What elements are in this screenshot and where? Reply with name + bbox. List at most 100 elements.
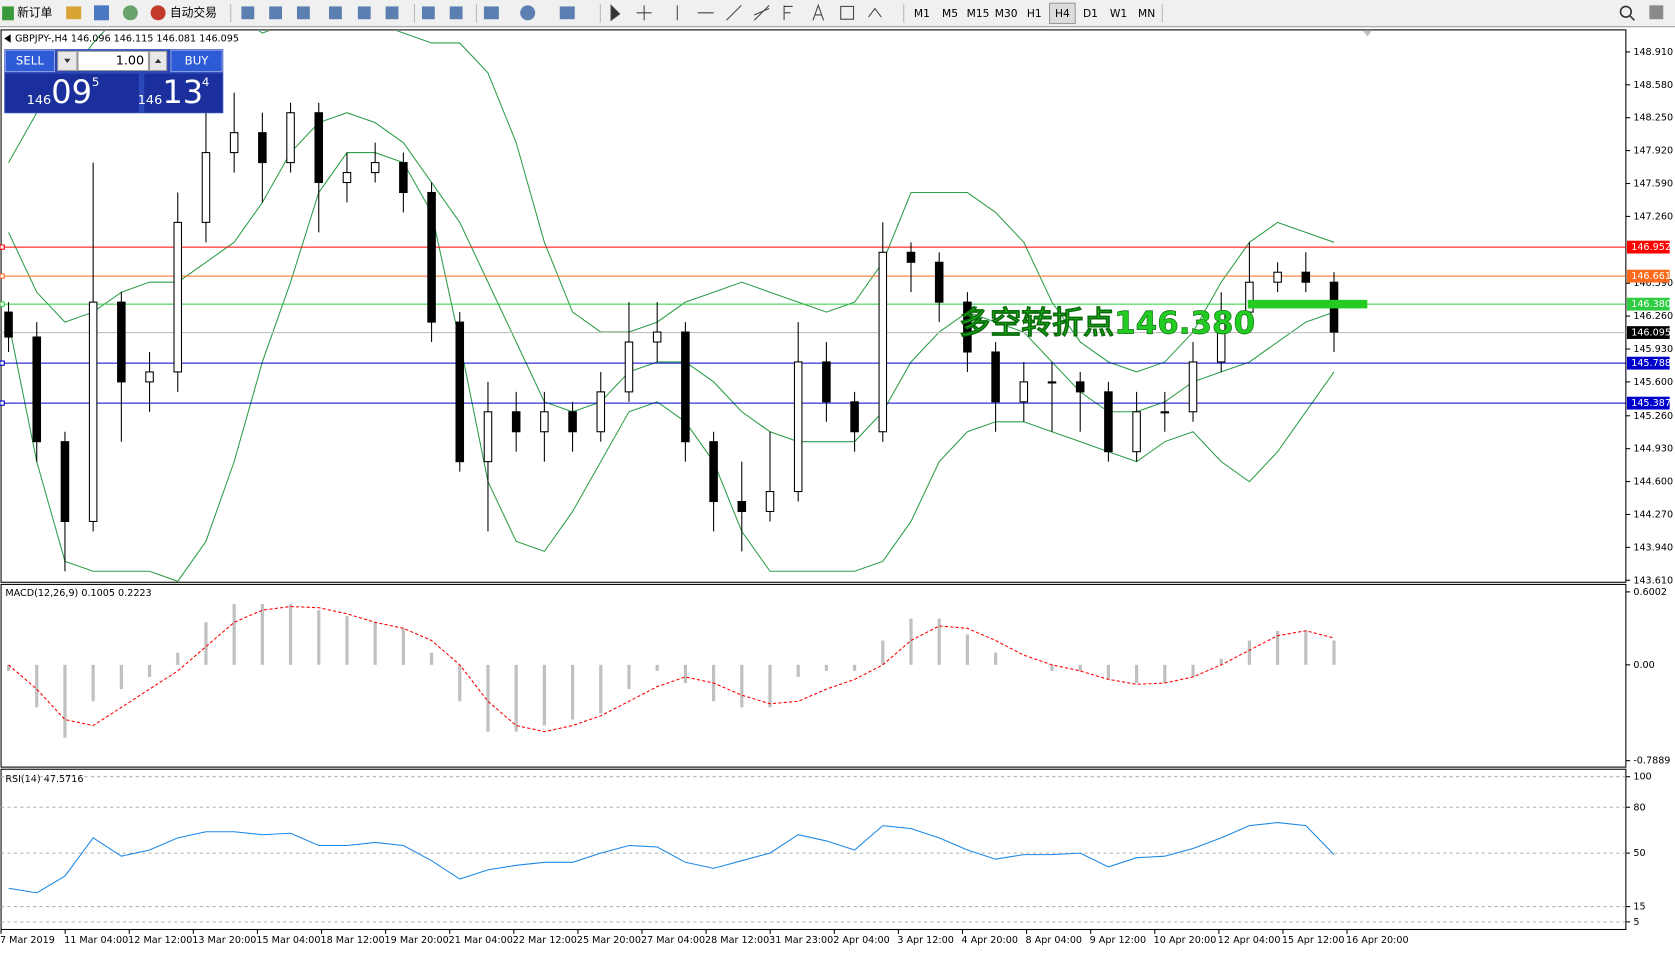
timeframe-button[interactable]: H1 bbox=[1027, 7, 1042, 20]
level-label-bg bbox=[1626, 240, 1670, 254]
bid-box[interactable] bbox=[5, 73, 139, 113]
timeframe-button[interactable]: D1 bbox=[1083, 7, 1098, 20]
macd-bar bbox=[881, 640, 885, 665]
sell-button[interactable] bbox=[4, 49, 56, 73]
candle-body bbox=[540, 411, 549, 433]
macd-bar bbox=[1135, 664, 1139, 684]
level-handle[interactable] bbox=[0, 244, 5, 250]
level-handle[interactable] bbox=[0, 400, 5, 406]
x-tick-label: 9 Apr 12:00 bbox=[1090, 935, 1147, 946]
level-label-bg bbox=[1626, 297, 1670, 311]
tool-icon[interactable] bbox=[269, 6, 283, 20]
bollinger-band bbox=[8, 152, 1335, 582]
new-order-icon[interactable] bbox=[2, 6, 14, 21]
timeframe-button[interactable]: M15 bbox=[967, 7, 990, 20]
tool-icon[interactable] bbox=[241, 6, 255, 20]
cursor-tool[interactable] bbox=[610, 4, 621, 22]
macd-bar bbox=[909, 618, 913, 665]
tool-icon[interactable] bbox=[296, 6, 310, 20]
y-tick-label: 80 bbox=[1633, 802, 1645, 813]
trendline-tool[interactable] bbox=[726, 4, 742, 21]
candle-body bbox=[709, 441, 718, 503]
price-pane bbox=[0, 29, 1627, 583]
auto-trading-icon[interactable] bbox=[150, 5, 166, 21]
macd-bar bbox=[937, 618, 941, 665]
text-tool[interactable] bbox=[812, 3, 825, 21]
tool-icon[interactable] bbox=[520, 5, 536, 21]
x-tick-label: 11 Mar 04:00 bbox=[64, 935, 128, 946]
level-handle[interactable] bbox=[0, 273, 5, 279]
channel-tool[interactable] bbox=[753, 4, 770, 21]
x-tick-label: 15 Apr 12:00 bbox=[1282, 935, 1345, 946]
tool-icon[interactable] bbox=[421, 6, 435, 20]
tool-icon[interactable] bbox=[329, 6, 342, 20]
x-tick-label: 27 Mar 04:00 bbox=[641, 935, 705, 946]
candle-body bbox=[596, 391, 606, 433]
search-icon[interactable] bbox=[1619, 5, 1633, 18]
tool-icon[interactable] bbox=[449, 6, 463, 20]
timeframe-button[interactable]: MN bbox=[1138, 7, 1155, 20]
y-tick-label: 147.590 bbox=[1633, 179, 1673, 190]
bid-small: 5 bbox=[92, 75, 99, 89]
macd-bar bbox=[345, 616, 349, 665]
candle-body bbox=[765, 491, 775, 513]
tool-icon[interactable] bbox=[94, 5, 109, 21]
level-handle[interactable] bbox=[0, 360, 5, 366]
macd-bar bbox=[1247, 640, 1252, 665]
candle-body bbox=[173, 221, 183, 373]
panel-toggle[interactable] bbox=[4, 34, 11, 43]
timeframe-button[interactable]: H4 bbox=[1055, 7, 1070, 20]
search-icon bbox=[1629, 15, 1635, 21]
arrow-tool[interactable] bbox=[868, 7, 882, 18]
macd-bar bbox=[1191, 664, 1195, 677]
y-tick-label: 145.930 bbox=[1633, 344, 1673, 355]
new-order-button[interactable]: 新订单 bbox=[17, 5, 52, 19]
timeframe-button[interactable]: M30 bbox=[995, 7, 1018, 20]
lot-input[interactable] bbox=[77, 50, 150, 72]
x-tick-label: 10 Apr 20:00 bbox=[1154, 935, 1217, 946]
ask-box[interactable] bbox=[144, 73, 223, 113]
toolbar-separators bbox=[230, 4, 1163, 23]
one-click-panel: SELL 1.00 BUY 146 09 5 146 13 4 bbox=[4, 34, 224, 114]
tool-icon[interactable] bbox=[559, 6, 575, 20]
tool-icon[interactable] bbox=[66, 6, 82, 20]
sell-label: SELL bbox=[16, 53, 44, 67]
x-tick-label: 2 Apr 04:00 bbox=[833, 935, 890, 946]
tool-icon[interactable] bbox=[122, 5, 138, 21]
candle-body bbox=[427, 191, 436, 323]
candle-body bbox=[455, 321, 465, 463]
candle-body bbox=[117, 301, 126, 383]
timeframe-button[interactable]: W1 bbox=[1110, 7, 1127, 20]
macd-bar bbox=[824, 664, 828, 671]
rsi-pane bbox=[0, 768, 1627, 931]
timeframe-button[interactable]: M5 bbox=[942, 7, 958, 20]
tool-icon[interactable] bbox=[483, 6, 499, 20]
auto-trading-button[interactable]: 自动交易 bbox=[170, 5, 217, 19]
toolbar: 新订单 自动交易 bbox=[0, 0, 1675, 28]
level-handle[interactable] bbox=[0, 301, 5, 307]
y-tick-label: 146.590 bbox=[1633, 278, 1673, 289]
macd-bar bbox=[458, 664, 462, 702]
y-tick-label: 143.610 bbox=[1633, 575, 1673, 586]
annotation-bar bbox=[1247, 299, 1368, 309]
fibo-tool[interactable] bbox=[783, 5, 793, 21]
macd-signal bbox=[8, 605, 1335, 733]
level-label: 145.788 bbox=[1631, 358, 1671, 369]
y-tick-label: 5 bbox=[1633, 917, 1639, 928]
label-tool[interactable] bbox=[840, 5, 855, 20]
candle-body bbox=[1245, 281, 1254, 313]
chart-title: GBPJPY-,H4 146.096 146.115 146.081 146.0… bbox=[15, 33, 239, 44]
y-tick-label: 148.910 bbox=[1633, 47, 1673, 58]
macd-bar bbox=[119, 664, 123, 690]
buy-button[interactable] bbox=[170, 49, 223, 73]
x-tick-label: 7 Mar 2019 bbox=[0, 935, 55, 946]
tool-icon[interactable] bbox=[357, 6, 371, 20]
tool-icon[interactable] bbox=[385, 6, 399, 20]
rsi-line bbox=[8, 822, 1335, 894]
candle-body bbox=[1132, 411, 1141, 453]
crosshair-tool[interactable] bbox=[636, 5, 652, 21]
y-tick-label: 0.6002 bbox=[1633, 587, 1667, 598]
timeframe-button[interactable]: M1 bbox=[914, 7, 930, 20]
profile-icon[interactable] bbox=[1649, 5, 1664, 20]
x-tick-label: 8 Apr 04:00 bbox=[1026, 935, 1083, 946]
